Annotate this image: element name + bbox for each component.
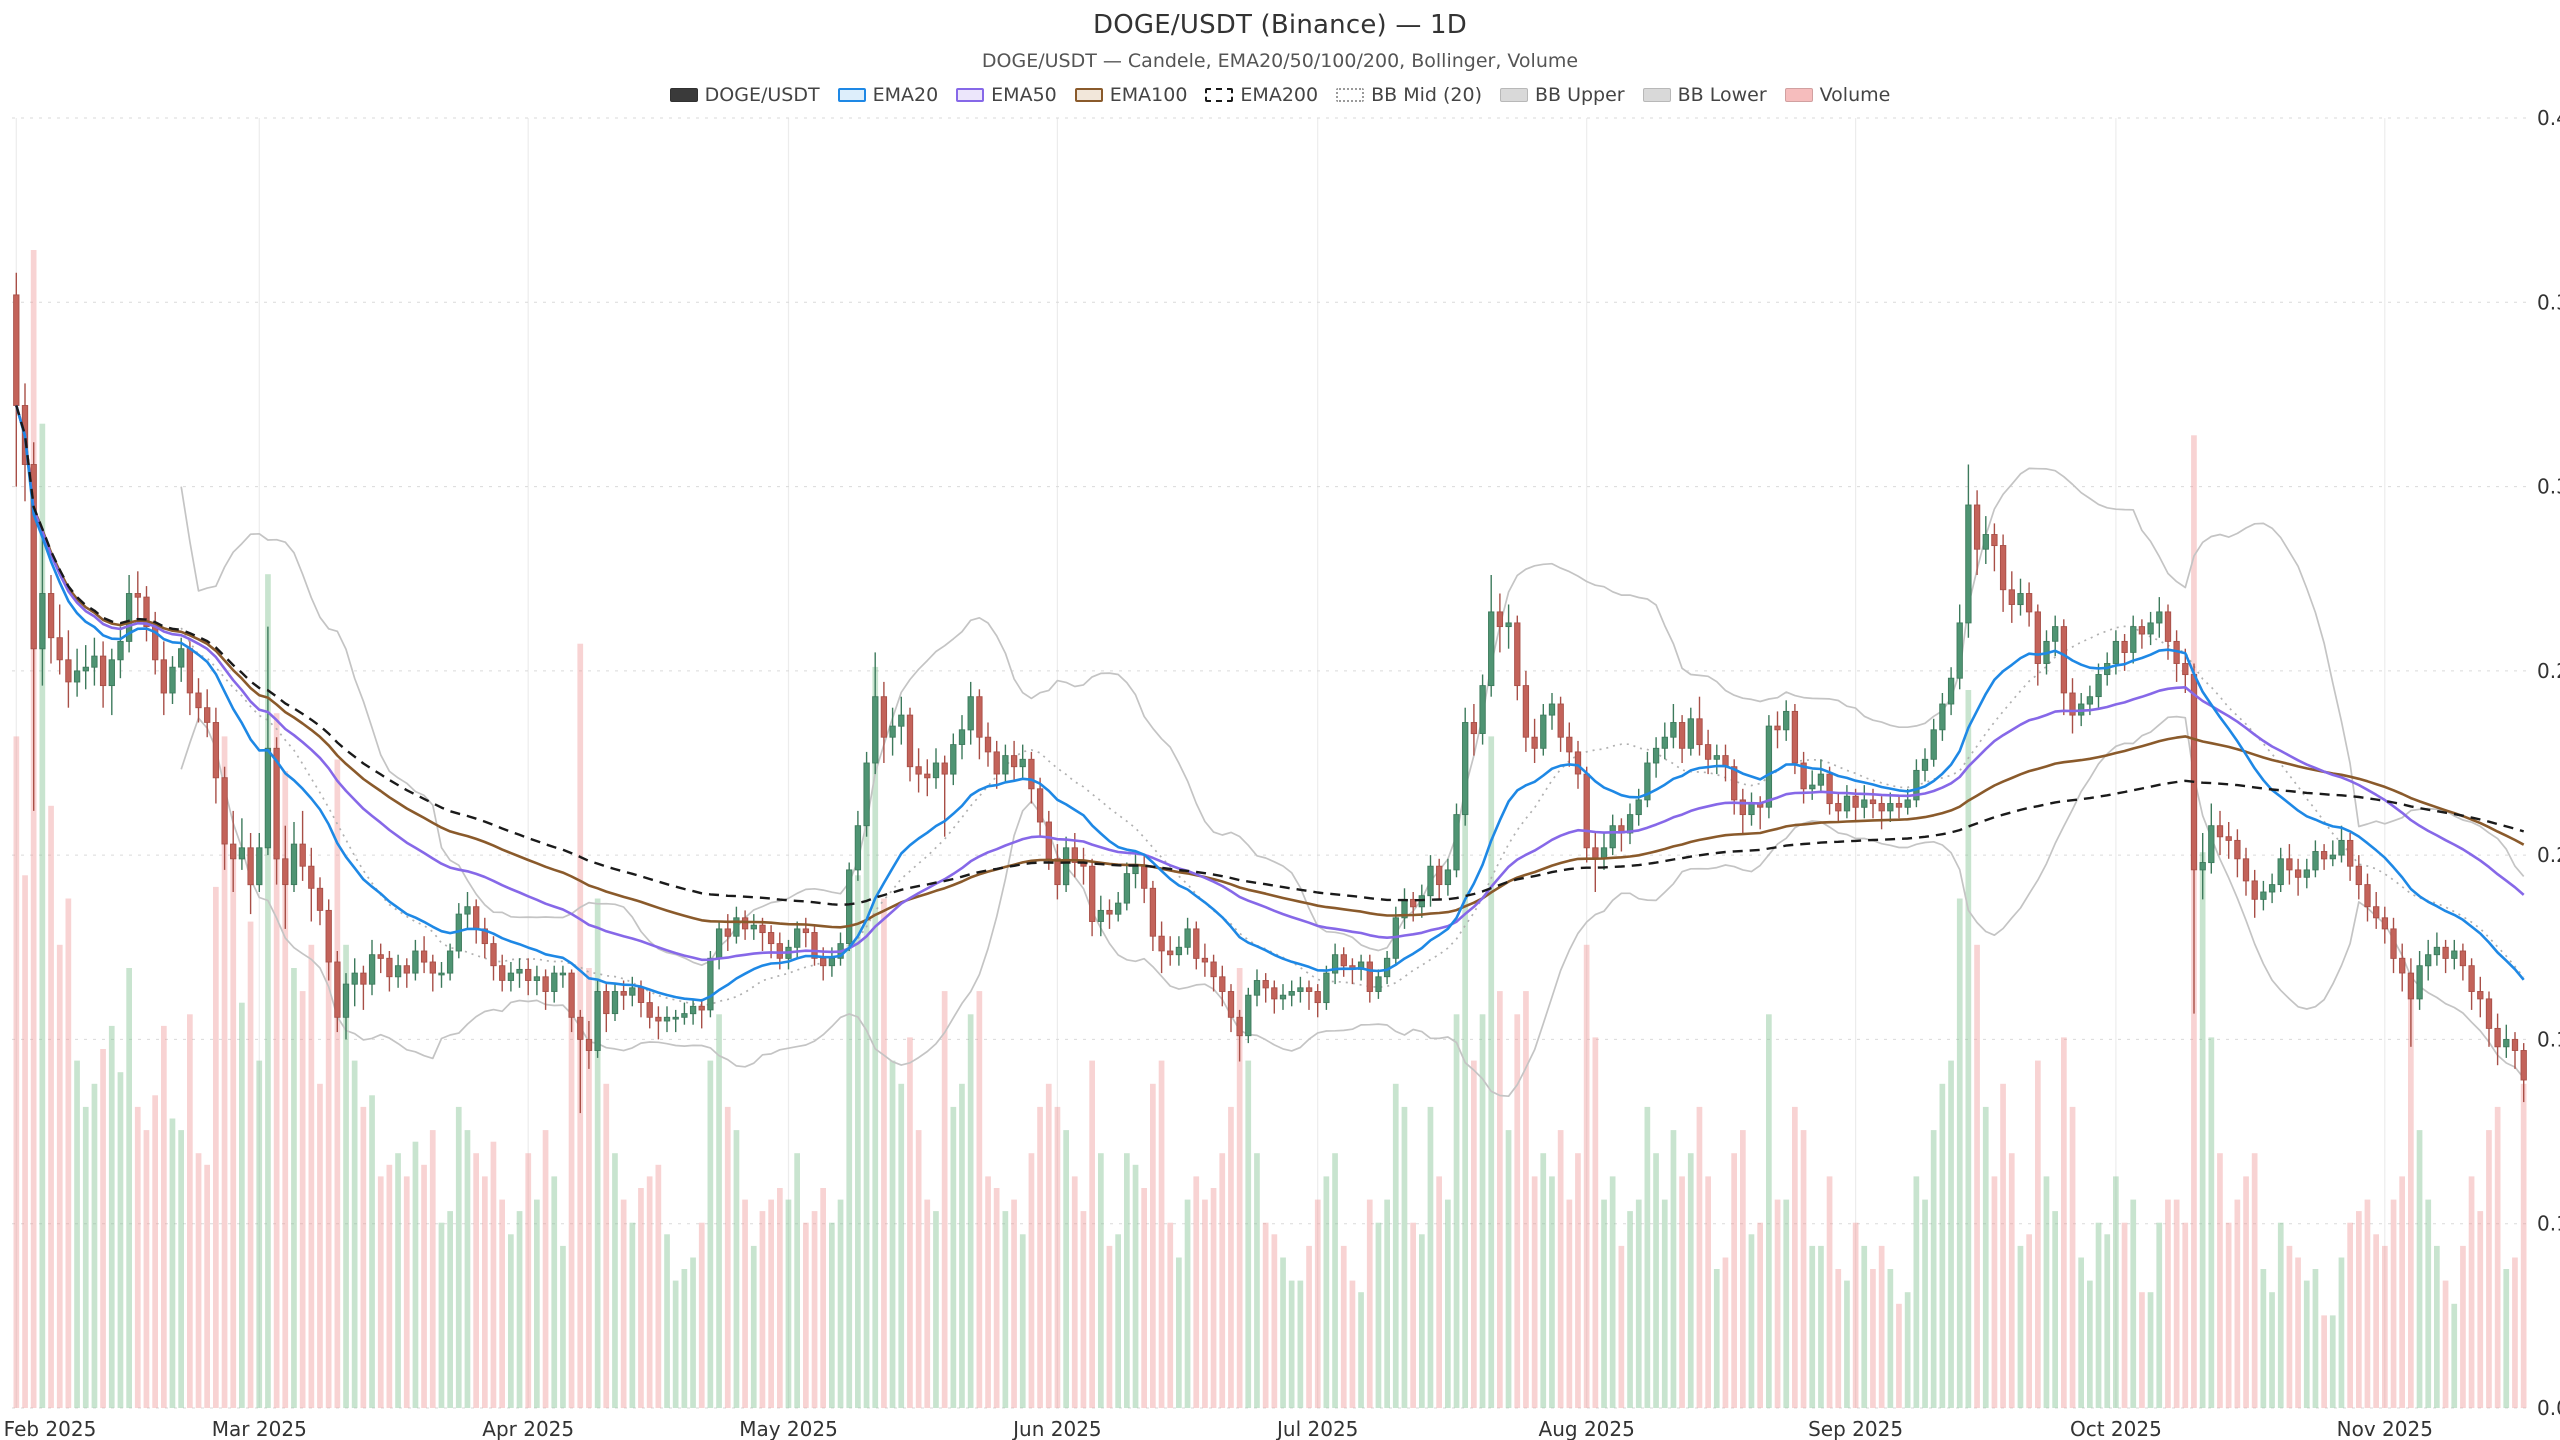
legend-swatch — [669, 88, 698, 102]
legend-item: EMA50 — [956, 84, 1057, 106]
legend-swatch — [1074, 88, 1103, 102]
legend-item: BB Lower — [1642, 84, 1767, 106]
chart-subtitle: DOGE/USDT — Candele, EMA20/50/100/200, B… — [981, 50, 1579, 72]
legend-swatch — [1205, 88, 1234, 102]
legend-label: EMA100 — [1109, 84, 1188, 106]
chart-legend: DOGE/USDT EMA20 EMA50 EMA100 EMA200 BB Mid (2… — [0, 84, 2560, 106]
chart-title: DOGE/USDT (Binance) — 1D — [1093, 10, 1467, 40]
x-axis-label: Nov 2025 — [2337, 1417, 2433, 1440]
legend-label: DOGE/USDT — [704, 84, 820, 106]
legend-label: EMA20 — [872, 84, 939, 106]
x-axis-label: Oct 2025 — [2070, 1417, 2162, 1440]
x-axis-label: Feb 2025 — [4, 1417, 97, 1440]
legend-label: Volume — [1819, 84, 1891, 106]
candles-layer — [13, 272, 2527, 1114]
legend-label: EMA50 — [991, 84, 1057, 106]
legend-swatch — [956, 88, 985, 102]
x-axis-label: Jul 2025 — [1275, 1417, 1358, 1440]
y-axis-label: 0.10 — [2537, 1212, 2560, 1236]
legend-swatch — [1336, 88, 1365, 102]
axis-labels-layer: Feb 2025 Mar 2025 Apr 2025 May 2025 Jun 2025… — [4, 106, 2560, 1440]
legend-item: DOGE/USDT — [669, 84, 820, 106]
y-axis-label: 0.20 — [2537, 843, 2560, 867]
legend-item: EMA200 — [1205, 84, 1318, 106]
legend-swatch — [837, 88, 866, 102]
legend-label: BB Mid (20) — [1371, 84, 1482, 106]
volume-layer — [13, 250, 2527, 1408]
legend-item: BB Upper — [1499, 84, 1625, 106]
y-axis-label: 0.40 — [2537, 106, 2560, 130]
legend-swatch — [1499, 88, 1528, 102]
y-axis-label: 0.05 — [2537, 1396, 2560, 1420]
legend-label: BB Upper — [1534, 84, 1625, 106]
legend-label: BB Lower — [1677, 84, 1767, 106]
legend-item: Volume — [1784, 84, 1891, 106]
ema-layer — [15, 405, 2525, 1002]
y-axis-label: 0.35 — [2537, 290, 2560, 314]
legend-swatch — [1784, 88, 1813, 102]
chart-header: DOGE/USDT (Binance) — 1D DOGE/USDT — Can… — [0, 10, 2560, 106]
x-axis-label: Mar 2025 — [212, 1417, 307, 1440]
legend-swatch — [1642, 88, 1671, 102]
x-axis-label: Jun 2025 — [1011, 1417, 1102, 1440]
y-axis-label: 0.25 — [2537, 659, 2560, 683]
y-axis-label: 0.15 — [2537, 1027, 2560, 1051]
legend-item: BB Mid (20) — [1336, 84, 1482, 106]
x-axis-label: Aug 2025 — [1539, 1417, 1635, 1440]
y-axis-label: 0.30 — [2537, 475, 2560, 499]
x-axis-label: Apr 2025 — [482, 1417, 574, 1440]
legend-item: EMA20 — [837, 84, 939, 106]
x-axis-label: Sep 2025 — [1808, 1417, 1903, 1440]
legend-label: EMA200 — [1240, 84, 1319, 106]
legend-item: EMA100 — [1074, 84, 1188, 106]
x-axis-label: May 2025 — [739, 1417, 838, 1440]
grid-layer — [12, 117, 2528, 1409]
